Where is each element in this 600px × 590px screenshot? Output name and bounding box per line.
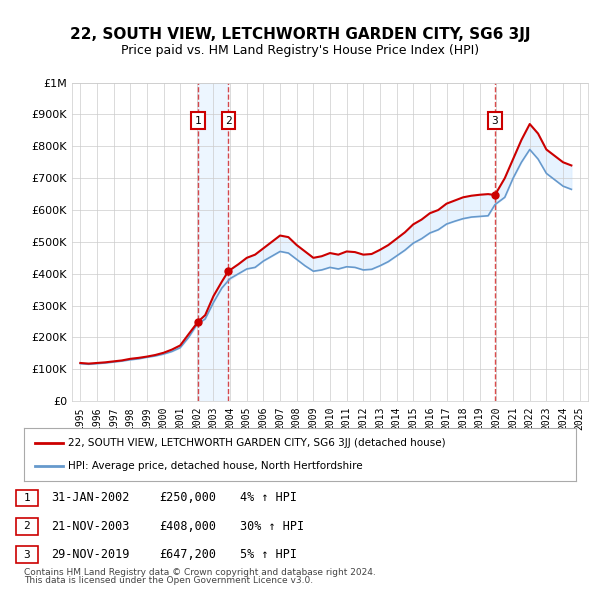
Text: £408,000: £408,000 <box>159 520 216 533</box>
Text: 22, SOUTH VIEW, LETCHWORTH GARDEN CITY, SG6 3JJ: 22, SOUTH VIEW, LETCHWORTH GARDEN CITY, … <box>70 27 530 41</box>
Text: 5% ↑ HPI: 5% ↑ HPI <box>240 548 297 561</box>
Text: 21-NOV-2003: 21-NOV-2003 <box>51 520 130 533</box>
Text: 1: 1 <box>195 116 202 126</box>
Text: £647,200: £647,200 <box>159 548 216 561</box>
Text: 3: 3 <box>491 116 499 126</box>
Text: 3: 3 <box>23 550 31 559</box>
Text: Price paid vs. HM Land Registry's House Price Index (HPI): Price paid vs. HM Land Registry's House … <box>121 44 479 57</box>
Text: HPI: Average price, detached house, North Hertfordshire: HPI: Average price, detached house, Nort… <box>68 461 363 471</box>
Text: 22, SOUTH VIEW, LETCHWORTH GARDEN CITY, SG6 3JJ (detached house): 22, SOUTH VIEW, LETCHWORTH GARDEN CITY, … <box>68 438 446 448</box>
Text: 4% ↑ HPI: 4% ↑ HPI <box>240 491 297 504</box>
Text: Contains HM Land Registry data © Crown copyright and database right 2024.: Contains HM Land Registry data © Crown c… <box>24 568 376 577</box>
Text: 30% ↑ HPI: 30% ↑ HPI <box>240 520 304 533</box>
Bar <box>198 83 228 401</box>
Text: 29-NOV-2019: 29-NOV-2019 <box>51 548 130 561</box>
Text: This data is licensed under the Open Government Licence v3.0.: This data is licensed under the Open Gov… <box>24 576 313 585</box>
Text: 1: 1 <box>23 493 31 503</box>
Text: £250,000: £250,000 <box>159 491 216 504</box>
Text: 31-JAN-2002: 31-JAN-2002 <box>51 491 130 504</box>
Text: 2: 2 <box>225 116 232 126</box>
Text: 2: 2 <box>23 522 31 531</box>
